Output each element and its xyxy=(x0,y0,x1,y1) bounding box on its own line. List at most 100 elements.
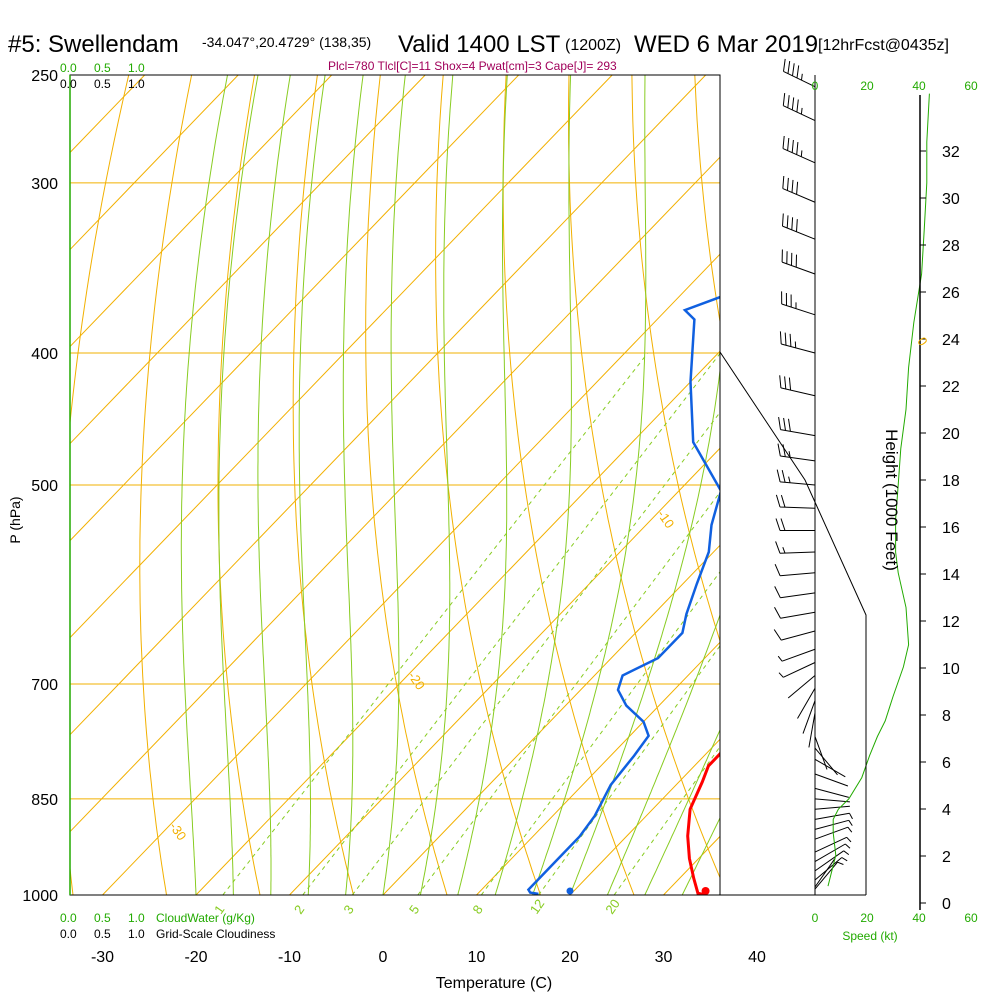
wind-barb xyxy=(778,662,816,678)
wind-barb xyxy=(773,629,816,641)
mixing-ratio-line xyxy=(417,491,720,895)
wind-barb xyxy=(782,175,816,203)
height-tick-label: 30 xyxy=(942,191,960,208)
height-tick-label: 24 xyxy=(942,332,960,349)
dry-adiabat-line xyxy=(139,75,193,895)
dry-adiabat-line xyxy=(365,75,448,895)
cloud-water-bottom-0: 0.0 xyxy=(60,911,77,925)
mixing-ratio-line xyxy=(222,352,649,895)
moist-adiabat-line xyxy=(180,75,228,895)
wind-barb xyxy=(814,826,853,840)
wind-barb xyxy=(814,843,851,862)
pressure-tick-label: 400 xyxy=(31,346,58,363)
wind-barb xyxy=(774,606,816,619)
moist-adiabat-line xyxy=(218,75,259,895)
dry-adiabat-line xyxy=(502,75,635,895)
wind-barb xyxy=(775,518,816,532)
temperature-tick-label: -30 xyxy=(91,949,114,966)
station-coords: -34.047°,20.4729° (138,35) xyxy=(202,34,371,50)
isotherm-line xyxy=(476,641,720,895)
isotherm-line xyxy=(757,75,1000,895)
mixing-ratio-label: 5 xyxy=(406,902,422,917)
height-tick-label: 18 xyxy=(942,473,960,490)
sounding-traces xyxy=(526,295,720,895)
dry-adiabat-line xyxy=(0,75,3,895)
isotherm-line xyxy=(289,447,720,895)
height-axis-title: Height (1000 Feet) xyxy=(882,429,901,571)
pressure-axis-title: P (hPa) xyxy=(7,496,23,543)
temperature-tick-label: 0 xyxy=(379,949,388,966)
speed-scale-top-label: 20 xyxy=(860,79,874,93)
speed-scale-bottom-label: 20 xyxy=(860,911,874,925)
wind-barb xyxy=(774,564,816,577)
speed-scale-top-label: 0 xyxy=(812,79,819,93)
height-tick-label: 8 xyxy=(942,708,951,725)
wind-barb xyxy=(814,736,828,770)
mixing-ratio-line xyxy=(538,644,720,895)
wind-barb xyxy=(781,249,816,275)
dry-adiabat-line xyxy=(694,75,720,325)
temperature-axis: -30 -20 -10 0 10 20 30 40 xyxy=(91,949,766,966)
wind-barb xyxy=(775,541,816,554)
wind-barb xyxy=(775,494,816,509)
moist-adiabat-line xyxy=(757,75,1000,895)
isotherm-label: 0 xyxy=(914,334,930,349)
dry-adiabat-line xyxy=(758,75,1000,895)
dry-adiabat-line xyxy=(567,75,720,879)
height-tick-label: 32 xyxy=(942,144,960,161)
temperature-line xyxy=(686,751,720,895)
dry-adiabat-line xyxy=(631,75,720,643)
temperature-tick-label: 20 xyxy=(561,949,579,966)
height-tick-label: 6 xyxy=(942,755,951,772)
wind-barb xyxy=(779,375,816,397)
zulu-time: (1200Z) xyxy=(565,37,621,54)
speed-axis-title: Speed (kt) xyxy=(842,929,897,943)
forecast-run: [12hrFcst@0435z] xyxy=(818,37,949,54)
temperature-tick-label: 10 xyxy=(468,949,486,966)
cloudiness-label: Grid-Scale Cloudiness xyxy=(156,927,275,941)
dry-adiabat-line xyxy=(70,75,130,895)
cloudiness-top-2: 1.0 xyxy=(128,77,145,91)
wind-barb xyxy=(814,758,846,778)
pressure-tick-label: 850 xyxy=(31,792,58,809)
isotherm-line xyxy=(70,75,239,251)
stability-params: Plcl=780 Tlcl[C]=11 Shox=4 Pwat[cm]=3 Ca… xyxy=(328,59,617,73)
mixing-ratio-label: 2 xyxy=(291,902,307,917)
wind-barb xyxy=(783,58,816,88)
mixing-ratio-line xyxy=(351,411,720,895)
mixing-ratio-line xyxy=(480,571,720,895)
wind-barb xyxy=(814,747,838,776)
wind-barb xyxy=(814,858,836,888)
valid-time: Valid 1400 LST xyxy=(398,31,561,58)
wind-barb xyxy=(778,417,816,437)
wind-barb xyxy=(814,850,850,872)
wind-barb xyxy=(781,291,816,316)
moist-adiabat-line xyxy=(644,728,720,895)
height-tick-label: 4 xyxy=(942,802,951,819)
cloud-water-label: CloudWater (g/Kg) xyxy=(156,911,255,925)
wind-barb xyxy=(782,93,816,121)
dry-adiabat-line xyxy=(821,75,1000,895)
wind-barb xyxy=(777,443,816,462)
isotherm-line xyxy=(102,253,720,895)
isotherm-line xyxy=(382,544,720,895)
moist-adiabat-line xyxy=(342,75,364,895)
mixing-ratio-label: 20 xyxy=(602,896,623,916)
wind-barb xyxy=(787,675,816,699)
cloudiness-top-1: 0.5 xyxy=(94,77,111,91)
moist-adiabat-line xyxy=(494,75,572,895)
cloudiness-top-0: 0.0 xyxy=(60,77,77,91)
moist-adiabat-line xyxy=(298,75,326,895)
wind-barb xyxy=(814,836,852,853)
height-tick-label: 20 xyxy=(942,426,960,443)
mixing-ratio-line xyxy=(302,352,720,895)
isotherm-label: -30 xyxy=(166,819,189,843)
temperature-tick-label: -20 xyxy=(184,949,207,966)
moist-adiabat-line xyxy=(382,75,406,895)
cloud-water-top-0: 0.0 xyxy=(60,61,77,75)
wind-barb xyxy=(814,861,844,890)
height-tick-label: 28 xyxy=(942,238,960,255)
mixing-ratio-labels: 1 2 3 5 8 12 20 xyxy=(211,896,623,916)
